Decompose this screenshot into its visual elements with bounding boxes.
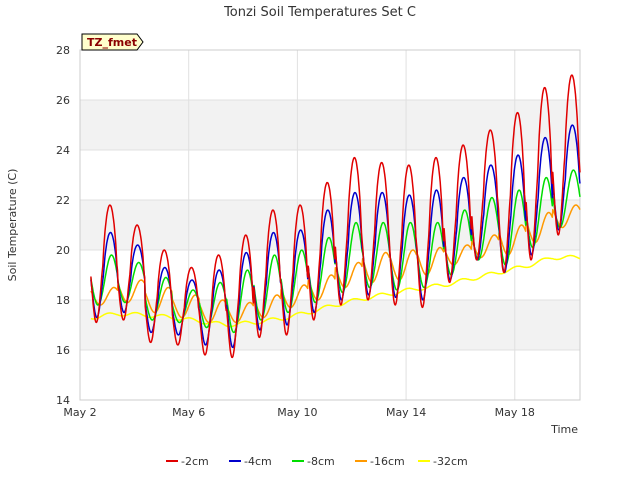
tz-badge: TZ_fmet: [81, 33, 144, 51]
x-tick-label: May 14: [386, 406, 426, 419]
tz-badge-label: TZ_fmet: [87, 36, 137, 49]
y-tick-label: 24: [56, 144, 70, 157]
y-tick-label: 22: [56, 194, 70, 207]
series-line-neg2cm: [90, 74, 581, 359]
legend: -2cm -4cm -8cm -16cm -32cm: [166, 455, 468, 468]
band: [80, 100, 580, 150]
y-axis-label: Soil Temperature (C): [6, 169, 19, 282]
x-tick-label: May 18: [495, 406, 535, 419]
chart-title: Tonzi Soil Temperatures Set C: [223, 5, 416, 20]
plot-frame: [79, 49, 581, 401]
x-axis-ticks: May 2 May 6 May 10 May 14 May 18: [63, 406, 535, 419]
legend-label: -4cm: [244, 455, 272, 468]
band: [80, 300, 580, 350]
y-tick-label: 26: [56, 94, 70, 107]
band: [80, 200, 580, 250]
x-tick-label: May 10: [277, 406, 317, 419]
tz-badge-shape: [81, 33, 144, 51]
y-tick-label: 18: [56, 294, 70, 307]
y-tick-label: 20: [56, 244, 70, 257]
y-tick-label: 28: [56, 44, 70, 57]
background-bands: [80, 100, 580, 350]
y-axis-ticks: 14 16 18 20 22 24 26 28: [56, 44, 70, 407]
y-tick-label: 16: [56, 344, 70, 357]
y-tick-label: 14: [56, 394, 70, 407]
legend-label: -16cm: [370, 455, 405, 468]
legend-label: -32cm: [433, 455, 468, 468]
x-tick-label: May 2: [63, 406, 96, 419]
series-lines: [90, 74, 581, 359]
x-axis-label: Time: [550, 423, 578, 436]
legend-label: -2cm: [181, 455, 209, 468]
legend-label: -8cm: [307, 455, 335, 468]
x-tick-label: May 6: [172, 406, 205, 419]
